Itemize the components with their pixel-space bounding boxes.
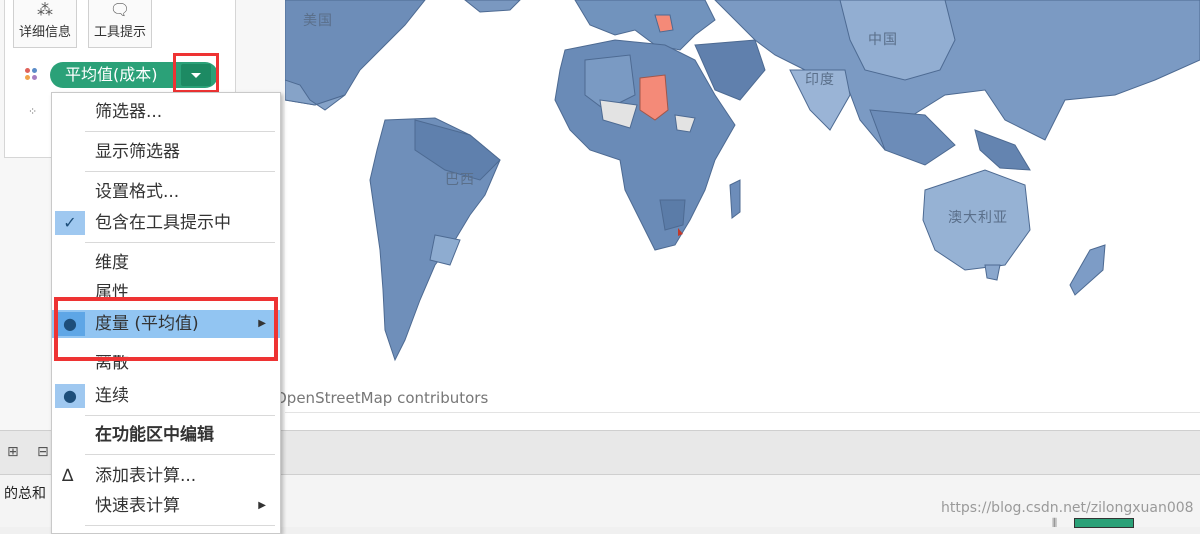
menu-item-quick-table-calc[interactable]: 快速表计算 ▶ <box>52 492 280 520</box>
status-progress <box>1074 518 1134 528</box>
measure-pill[interactable]: 平均值(成本) <box>50 62 218 88</box>
status-sum-label: 的总和 <box>4 486 46 502</box>
bullet-icon: ● <box>55 312 85 336</box>
detail-dots-icon: ⁂ <box>37 0 53 19</box>
map-attribution: OpenStreetMap contributors <box>275 389 489 407</box>
menu-item-dimension-label: 维度 <box>95 253 129 273</box>
menu-item-show-filter-label: 显示筛选器 <box>95 142 180 162</box>
highlight-box-dropdown <box>173 53 219 93</box>
pill-context-menu: 筛选器... 显示筛选器 设置格式... ✓ 包含在工具提示中 维度 属性 ● … <box>51 92 281 534</box>
watermark-text: https://blog.csdn.net/zilongxuan008 <box>941 500 1194 516</box>
map-footer <box>285 412 1200 431</box>
menu-item-measure-label: 度量 (平均值) <box>95 314 199 334</box>
submenu-arrow-icon: ▶ <box>258 500 266 511</box>
map-label-australia: 澳大利亚 <box>948 210 1008 226</box>
map-svg <box>285 0 1200 362</box>
greece-shape <box>654 14 674 33</box>
menu-item-include-tooltip[interactable]: ✓ 包含在工具提示中 <box>52 209 280 237</box>
pill-dropdown-button[interactable] <box>181 64 211 86</box>
menu-item-edit-in-shelf-label: 在功能区中编辑 <box>95 425 214 445</box>
detail-label: 详细信息 <box>18 25 71 40</box>
menu-item-attribute-label: 属性 <box>95 283 129 301</box>
menu-item-format[interactable]: 设置格式... <box>52 178 280 206</box>
menu-item-continuous-label: 连续 <box>95 386 129 406</box>
menu-item-add-table-calc[interactable]: ∆ 添加表计算... <box>52 462 280 490</box>
new-zealand-shape <box>1069 244 1106 296</box>
highlight-box-measure <box>54 297 278 361</box>
world-map[interactable]: 美国 中国 印度 巴西 澳大利亚 <box>285 0 1200 412</box>
menu-item-filter-label: 筛选器... <box>95 102 163 122</box>
menu-item-include-tooltip-label: 包含在工具提示中 <box>95 213 231 233</box>
new-sheet-icon[interactable]: ⊞ <box>7 444 19 460</box>
menu-item-edit-in-shelf[interactable]: 在功能区中编辑 <box>52 421 280 449</box>
menu-item-quick-table-calc-label: 快速表计算 <box>95 496 180 516</box>
china-shape <box>839 0 956 81</box>
measure-pill-label: 平均值(成本) <box>65 65 158 84</box>
detail-button[interactable]: ⁂ 详细信息 <box>13 0 77 48</box>
tooltip-bubble-icon: 🗨 <box>109 0 131 19</box>
menu-item-show-filter[interactable]: 显示筛选器 <box>52 138 280 166</box>
bullet-icon: ● <box>55 384 85 408</box>
central-america-shape <box>285 79 346 111</box>
menu-item-add-table-calc-label: 添加表计算... <box>95 466 197 486</box>
menu-item-measure-average[interactable]: ● 度量 (平均值) ▶ <box>52 310 280 338</box>
chad-shape <box>639 74 669 121</box>
size-marks-icon: ⁘ <box>28 105 38 118</box>
tooltip-button[interactable]: 🗨 工具提示 <box>88 0 152 48</box>
checkmark-icon: ✓ <box>55 211 85 235</box>
australia-shape <box>922 169 1031 271</box>
map-label-brazil: 巴西 <box>445 172 475 188</box>
submenu-arrow-icon: ▶ <box>258 318 266 329</box>
menu-item-format-label: 设置格式... <box>95 182 180 202</box>
tooltip-label: 工具提示 <box>93 25 146 40</box>
resize-grip-icon: ⫴ <box>1052 516 1058 530</box>
color-marks-icon <box>25 68 39 82</box>
menu-item-filter[interactable]: 筛选器... <box>52 98 280 126</box>
asia-shape <box>714 0 1200 151</box>
new-dashboard-icon[interactable]: ⊟ <box>37 444 49 460</box>
map-label-china: 中国 <box>868 32 898 48</box>
map-label-usa: 美国 <box>303 13 333 29</box>
menu-item-continuous[interactable]: ● 连续 <box>52 382 280 410</box>
menu-item-attribute[interactable]: 属性 <box>52 279 280 301</box>
menu-item-dimension[interactable]: 维度 <box>52 249 280 277</box>
map-label-india: 印度 <box>805 72 835 88</box>
delta-icon: ∆ <box>62 466 74 486</box>
india-shape <box>789 69 851 131</box>
